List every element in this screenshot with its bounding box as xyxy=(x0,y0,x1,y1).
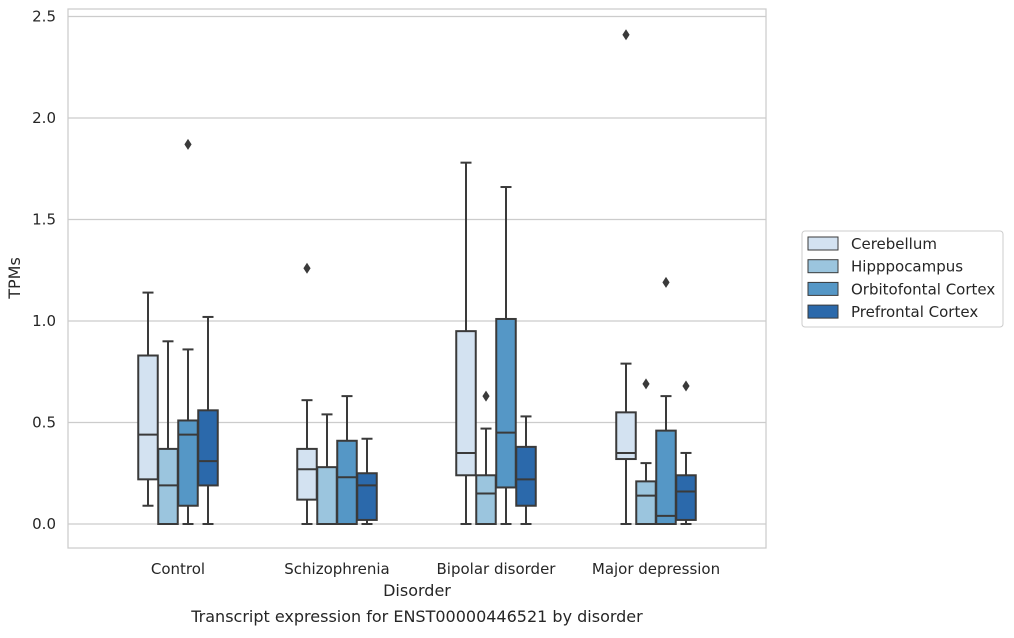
box xyxy=(336,439,358,525)
plot-frame xyxy=(67,8,767,549)
x-tick-label: Control xyxy=(151,560,205,578)
box xyxy=(157,447,179,526)
y-tick-label: 0.5 xyxy=(32,414,56,432)
outlier-point xyxy=(682,380,690,392)
y-tick-labels: 0.0 0.5 1.0 1.5 2.0 2.5 xyxy=(32,8,56,534)
box xyxy=(316,466,338,526)
y-tick-label: 2.5 xyxy=(32,8,56,26)
y-tick-label: 1.5 xyxy=(32,211,56,229)
legend-frame xyxy=(801,230,1004,328)
box xyxy=(296,447,318,501)
outlier-point xyxy=(303,262,311,274)
legend: Cerebellum Hipppocampus Orbitofontal Corte… xyxy=(801,230,1004,328)
box-layer xyxy=(137,29,697,526)
box xyxy=(455,330,477,477)
y-tick-label: 0.0 xyxy=(32,515,56,533)
outlier-point xyxy=(622,29,630,41)
y-tick-label: 2.0 xyxy=(32,109,56,127)
legend-label: Prefrontal Cortex xyxy=(851,303,978,321)
box xyxy=(635,480,657,525)
x-axis-label: Disorder xyxy=(383,581,451,600)
box xyxy=(137,354,159,481)
box xyxy=(515,445,537,507)
x-tick-label: Schizophrenia xyxy=(284,560,389,578)
box xyxy=(655,429,677,525)
x-tick-label: Major depression xyxy=(592,560,720,578)
outlier-point xyxy=(662,276,670,288)
box xyxy=(177,419,199,507)
box xyxy=(495,317,517,489)
legend-label: Hipppocampus xyxy=(851,258,963,276)
box xyxy=(675,474,697,521)
legend-label: Cerebellum xyxy=(851,235,937,253)
legend-swatch xyxy=(807,259,839,274)
legend-swatch xyxy=(807,304,839,319)
chart-caption: Transcript expression for ENST0000044652… xyxy=(190,607,643,626)
box xyxy=(615,411,637,461)
x-tick-labels: Control Schizophrenia Bipolar disorder Majo… xyxy=(151,560,720,578)
box xyxy=(475,474,497,525)
outlier-point xyxy=(482,390,490,402)
legend-label: Orbitofontal Cortex xyxy=(851,280,995,298)
x-tick-label: Bipolar disorder xyxy=(437,560,557,578)
box xyxy=(197,409,219,487)
outlier-point xyxy=(642,378,650,390)
legend-swatch xyxy=(807,236,839,251)
outlier-point xyxy=(184,138,192,150)
legend-swatch xyxy=(807,281,839,296)
box xyxy=(356,472,378,521)
y-tick-label: 1.0 xyxy=(32,312,56,330)
y-axis-label: TPMs xyxy=(5,257,24,300)
